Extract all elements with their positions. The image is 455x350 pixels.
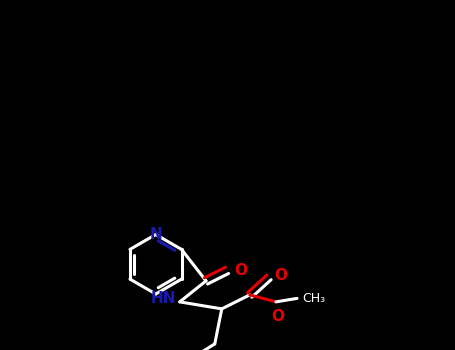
Text: O: O: [274, 268, 287, 283]
Text: HN: HN: [151, 291, 176, 306]
Text: CH₃: CH₃: [302, 292, 325, 305]
Text: N: N: [149, 227, 162, 242]
Text: O: O: [271, 309, 284, 324]
Text: O: O: [234, 263, 247, 278]
